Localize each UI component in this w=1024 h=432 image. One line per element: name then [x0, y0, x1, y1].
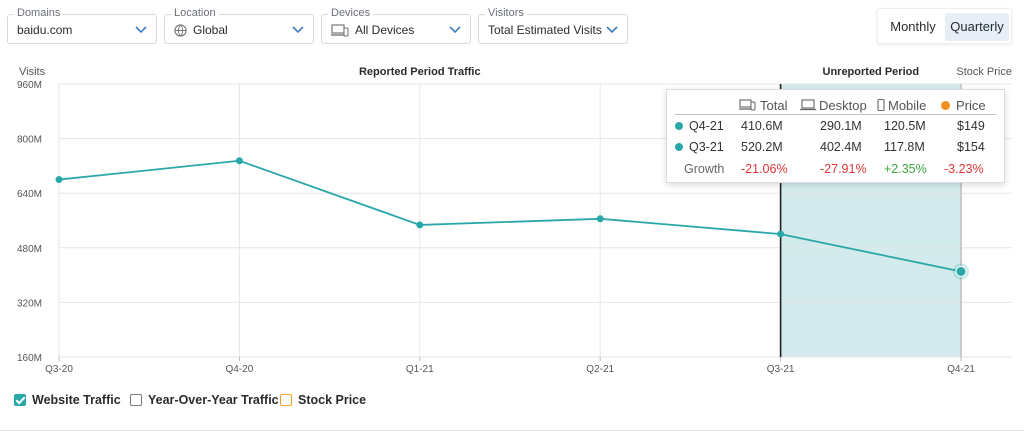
mobile-icon — [877, 99, 885, 111]
chevron-down-icon — [135, 26, 147, 34]
devices-icon — [739, 99, 756, 111]
domains-filter-value: baidu.com — [17, 23, 73, 37]
chevron-down-icon — [606, 26, 618, 34]
tooltip-growth-total: -21.06% — [741, 162, 788, 176]
data-point[interactable] — [235, 157, 243, 165]
tooltip-row-label: Q3-21 — [675, 140, 724, 154]
x-tick-label: Q2-21 — [586, 364, 614, 375]
x-tick-label: Q4-20 — [226, 364, 254, 375]
checkbox-icon[interactable] — [280, 394, 292, 406]
domains-filter-label: Domains — [14, 7, 64, 19]
tooltip-divider — [675, 114, 996, 115]
tooltip-growth-label: Growth — [684, 162, 725, 176]
tooltip-header-desktop: Desktop — [800, 97, 867, 113]
y2-axis-label: Stock Price — [956, 66, 1012, 78]
chevron-down-icon — [449, 26, 461, 34]
y-axis-label: Visits — [19, 66, 46, 78]
tooltip-row-desktop: 402.4M — [820, 140, 862, 154]
location-filter-label: Location — [171, 7, 219, 19]
tooltip-row-total: 410.6M — [741, 119, 783, 133]
y-tick-label: 320M — [17, 298, 42, 309]
price-dot-icon — [941, 100, 950, 110]
divider — [0, 430, 1024, 431]
series-dot-icon — [675, 143, 683, 151]
data-point[interactable] — [955, 265, 967, 277]
location-filter[interactable]: Location Global — [164, 7, 314, 44]
devices-icon — [331, 23, 349, 37]
y-tick-label: 160M — [17, 353, 42, 364]
devices-filter-value: All Devices — [355, 23, 415, 37]
domains-filter[interactable]: Domains baidu.com — [7, 7, 157, 44]
y-tick-label: 960M — [17, 80, 42, 91]
visitors-filter-value: Total Estimated Visits — [488, 23, 602, 37]
y-tick-label: 800M — [17, 135, 42, 146]
y-tick-label: 640M — [17, 189, 42, 200]
tooltip-header-total: Total — [739, 97, 787, 113]
reported-period-label: Reported Period Traffic — [359, 66, 481, 78]
data-point[interactable] — [55, 176, 63, 184]
x-tick-label: Q3-20 — [45, 364, 73, 375]
tooltip-row-desktop: 290.1M — [820, 119, 862, 133]
tooltip-growth-mobile: +2.35% — [884, 162, 927, 176]
tooltip-row-mobile: 120.5M — [884, 119, 926, 133]
data-tooltip: Total Desktop Mobile Price Q4-21 410.6M … — [666, 89, 1005, 183]
visitors-filter-label: Visitors — [485, 7, 527, 19]
monthly-button[interactable]: Monthly — [890, 19, 936, 34]
visitors-filter[interactable]: Visitors Total Estimated Visits — [478, 7, 628, 44]
checkbox-icon[interactable] — [130, 394, 142, 406]
unreported-period-label: Unreported Period — [823, 66, 920, 78]
tooltip-row-mobile: 117.8M — [884, 140, 925, 154]
tooltip-growth-price: -3.23% — [944, 162, 984, 176]
period-toggle: Monthly Quarterly — [877, 8, 1012, 44]
tooltip-row-label: Q4-21 — [675, 119, 724, 133]
checkbox-checked-icon[interactable] — [14, 394, 26, 406]
desktop-icon — [800, 99, 816, 111]
tooltip-header-mobile: Mobile — [877, 97, 926, 113]
devices-filter-label: Devices — [328, 7, 374, 19]
quarterly-button[interactable]: Quarterly — [945, 13, 1009, 41]
globe-icon — [174, 23, 187, 37]
tooltip-growth-desktop: -27.91% — [820, 162, 867, 176]
devices-filter[interactable]: Devices All Devices — [321, 7, 471, 44]
y-tick-label: 480M — [17, 244, 42, 255]
location-filter-value: Global — [193, 23, 228, 37]
data-point[interactable] — [777, 230, 785, 238]
chevron-down-icon — [292, 26, 304, 34]
legend-website-traffic[interactable]: Website Traffic — [14, 393, 121, 407]
tooltip-row-price: $154 — [957, 140, 985, 154]
x-tick-label: Q4-21 — [947, 364, 975, 375]
tooltip-row-price: $149 — [957, 119, 985, 133]
tooltip-row-total: 520.2M — [741, 140, 783, 154]
series-line — [58, 159, 962, 273]
x-tick-label: Q1-21 — [406, 364, 434, 375]
x-tick-label: Q3-21 — [767, 364, 795, 375]
tooltip-header-price: Price — [941, 97, 986, 113]
series-dot-icon — [675, 122, 683, 130]
data-point[interactable] — [416, 221, 424, 229]
legend-yoy-traffic[interactable]: Year-Over-Year Traffic — [130, 393, 279, 407]
legend-stock-price[interactable]: Stock Price — [280, 393, 366, 407]
data-point[interactable] — [596, 215, 604, 223]
